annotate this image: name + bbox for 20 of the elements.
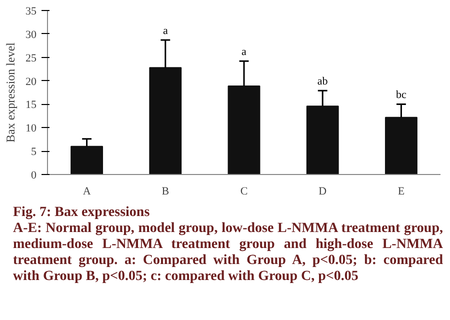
x-tick-label: E bbox=[398, 186, 405, 198]
text: A-E: Normal group, model group, low-dose L-NMMA treatment group, medium-dose L-NMMA treatment group and high-dose L-NMMA treatment group. a: Compared with Group A, p<0.05; b: compared with Group B, p<0.05; c: compared with Group C, p<0.05 bbox=[13, 221, 443, 286]
x-tick-label: A bbox=[82, 186, 91, 198]
annotation: ab bbox=[317, 76, 328, 88]
y-tick-label: 5 bbox=[31, 146, 37, 158]
x-tick-label: D bbox=[318, 186, 327, 198]
annotation: bc bbox=[396, 89, 407, 102]
y-tick-label: 10 bbox=[26, 122, 37, 135]
x-tick-label: B bbox=[162, 186, 170, 198]
y-tick-label: 25 bbox=[26, 52, 37, 64]
annotation: a bbox=[242, 46, 247, 58]
annotation: a bbox=[162, 25, 168, 38]
y-tick-label: 35 bbox=[26, 6, 37, 18]
y-tick-label: 0 bbox=[31, 170, 37, 182]
y-tick-label: 30 bbox=[26, 28, 37, 41]
x-tick-label: C bbox=[240, 186, 248, 198]
y-tick-label: 15 bbox=[26, 99, 37, 112]
y-tick-label: 20 bbox=[26, 76, 37, 88]
text: Fig. 7: Bax expressions bbox=[13, 205, 151, 222]
y-axis-title: Bax expression level bbox=[4, 42, 18, 142]
